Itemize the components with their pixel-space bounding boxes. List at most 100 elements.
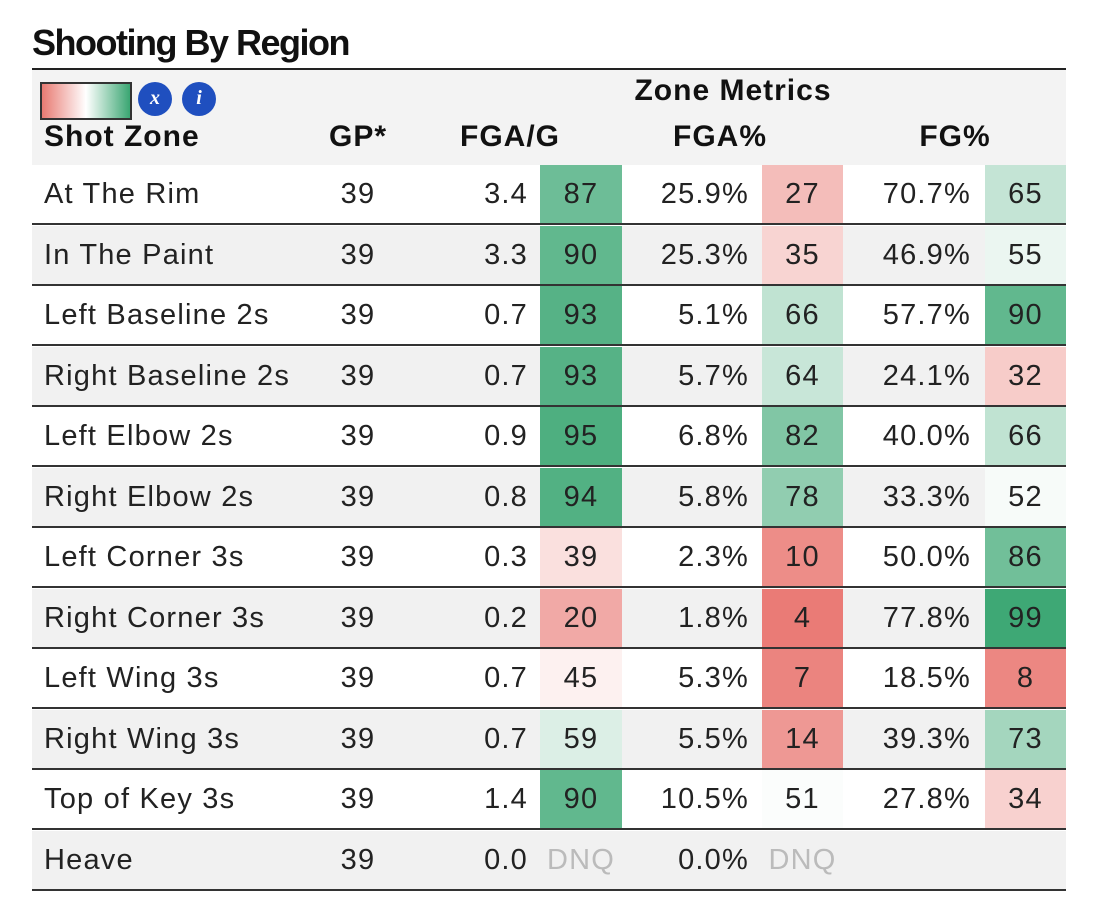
table-cell: 5.7% bbox=[678, 359, 749, 392]
column-header: FGA/G bbox=[460, 120, 560, 153]
table-cell: 39 bbox=[340, 299, 376, 331]
table-cell: 39 bbox=[340, 178, 376, 210]
table-row bbox=[32, 830, 1066, 891]
percentile-cell: 32 bbox=[985, 346, 1066, 405]
column-header: GP* bbox=[328, 120, 388, 153]
table-cell: 5.8% bbox=[678, 480, 749, 513]
percentile-cell: 27 bbox=[762, 165, 843, 223]
table-cell: 5.3% bbox=[678, 662, 749, 694]
table-cell: 39 bbox=[340, 843, 376, 876]
percentile-cell: 86 bbox=[985, 528, 1066, 586]
table-cell: 27.8% bbox=[882, 783, 971, 815]
percentile-cell: 14 bbox=[762, 709, 843, 768]
table-cell: 0.8 bbox=[484, 480, 528, 513]
table-cell: 0.7 bbox=[484, 722, 528, 755]
percentile-cell: 90 bbox=[540, 225, 622, 284]
percentile-cell: 87 bbox=[540, 165, 622, 223]
table-cell: 77.8% bbox=[882, 601, 971, 634]
table-cell: 39 bbox=[340, 662, 376, 694]
column-header: FGA% bbox=[673, 120, 767, 153]
table-cell: 2.3% bbox=[678, 541, 749, 573]
table-cell: 0.0% bbox=[678, 843, 749, 876]
table-cell: 39 bbox=[340, 541, 376, 573]
table-cell: 24.1% bbox=[882, 359, 971, 392]
percentile-cell: 8 bbox=[985, 649, 1066, 707]
percentile-cell: 90 bbox=[540, 770, 622, 828]
percentile-cell: DNQ bbox=[768, 843, 837, 876]
table-cell: 39 bbox=[340, 420, 376, 452]
table-cell: 1.8% bbox=[678, 601, 749, 634]
table-cell: 25.3% bbox=[660, 238, 749, 271]
percentile-cell: 35 bbox=[762, 225, 843, 284]
table-cell: 33.3% bbox=[882, 480, 971, 513]
table-cell: 39 bbox=[340, 238, 376, 271]
column-header: FG% bbox=[919, 120, 991, 153]
percentile-cell: 4 bbox=[762, 588, 843, 647]
info-icon[interactable]: i bbox=[182, 82, 216, 116]
table-cell: Left Baseline 2s bbox=[44, 299, 270, 331]
table-cell: 18.5% bbox=[882, 662, 971, 694]
percentile-cell: 20 bbox=[540, 588, 622, 647]
percentile-cell: 94 bbox=[540, 467, 622, 526]
percentile-cell: 10 bbox=[762, 528, 843, 586]
table-cell: 40.0% bbox=[882, 420, 971, 452]
table-cell: 25.9% bbox=[660, 178, 749, 210]
table-cell: 39 bbox=[340, 601, 376, 634]
percentile-cell: 7 bbox=[762, 649, 843, 707]
table-cell: At The Rim bbox=[44, 178, 201, 210]
table-cell: 0.9 bbox=[484, 420, 528, 452]
table-cell: Left Corner 3s bbox=[44, 541, 245, 573]
percentile-cell: DNQ bbox=[546, 843, 616, 876]
table-cell: 0.0 bbox=[484, 843, 528, 876]
percentile-cell: 45 bbox=[540, 649, 622, 707]
table-cell: 6.8% bbox=[678, 420, 749, 452]
percentile-cell: 90 bbox=[985, 286, 1066, 344]
percentile-cell: 64 bbox=[762, 346, 843, 405]
formula-icon[interactable]: x bbox=[138, 82, 172, 116]
table-cell: 39 bbox=[340, 783, 376, 815]
percentile-cell: 66 bbox=[985, 407, 1066, 465]
percentile-cell: 34 bbox=[985, 770, 1066, 828]
table-cell: Right Corner 3s bbox=[44, 601, 266, 634]
table-cell: Left Elbow 2s bbox=[44, 420, 234, 452]
percentile-cell: 65 bbox=[985, 165, 1066, 223]
percentile-cell: 93 bbox=[540, 346, 622, 405]
percentile-cell: 59 bbox=[540, 709, 622, 768]
table-cell: Left Wing 3s bbox=[44, 662, 220, 694]
percentile-cell: 51 bbox=[762, 770, 843, 828]
table-cell: 50.0% bbox=[882, 541, 971, 573]
column-header: Shot Zone bbox=[44, 120, 200, 153]
table-cell: 5.5% bbox=[678, 722, 749, 755]
title: Shooting By Region bbox=[32, 22, 350, 63]
table-cell: 39 bbox=[340, 480, 376, 513]
table-cell: 3.4 bbox=[484, 178, 528, 210]
table-cell: 3.3 bbox=[484, 238, 528, 271]
percentile-cell: 55 bbox=[985, 225, 1066, 284]
percentile-cell: 73 bbox=[985, 709, 1066, 768]
table-cell: Right Baseline 2s bbox=[44, 359, 291, 392]
table-cell: 39 bbox=[340, 722, 376, 755]
table-cell: Right Wing 3s bbox=[44, 722, 241, 755]
table-cell: 39.3% bbox=[882, 722, 971, 755]
table-cell: 70.7% bbox=[882, 178, 971, 210]
table-cell: In The Paint bbox=[44, 238, 215, 271]
table-cell: 0.7 bbox=[484, 299, 528, 331]
table-cell: 46.9% bbox=[882, 238, 971, 271]
table-cell: Top of Key 3s bbox=[44, 783, 236, 815]
table-cell: 39 bbox=[340, 359, 376, 392]
table-cell: 5.1% bbox=[678, 299, 749, 331]
percentile-cell: 78 bbox=[762, 467, 843, 526]
table-cell: 0.7 bbox=[484, 662, 528, 694]
table-cell: 0.2 bbox=[484, 601, 528, 634]
table-cell: Heave bbox=[44, 843, 134, 876]
percentile-cell: 39 bbox=[540, 528, 622, 586]
table-cell: 1.4 bbox=[484, 783, 528, 815]
percentile-cell: 66 bbox=[762, 286, 843, 344]
table-cell: Right Elbow 2s bbox=[44, 480, 255, 513]
table-cell: 0.3 bbox=[484, 541, 528, 573]
color-legend bbox=[40, 82, 132, 120]
table-cell: 57.7% bbox=[882, 299, 971, 331]
table-cell: 0.7 bbox=[484, 359, 528, 392]
percentile-cell: 52 bbox=[985, 467, 1066, 526]
percentile-cell: 82 bbox=[762, 407, 843, 465]
